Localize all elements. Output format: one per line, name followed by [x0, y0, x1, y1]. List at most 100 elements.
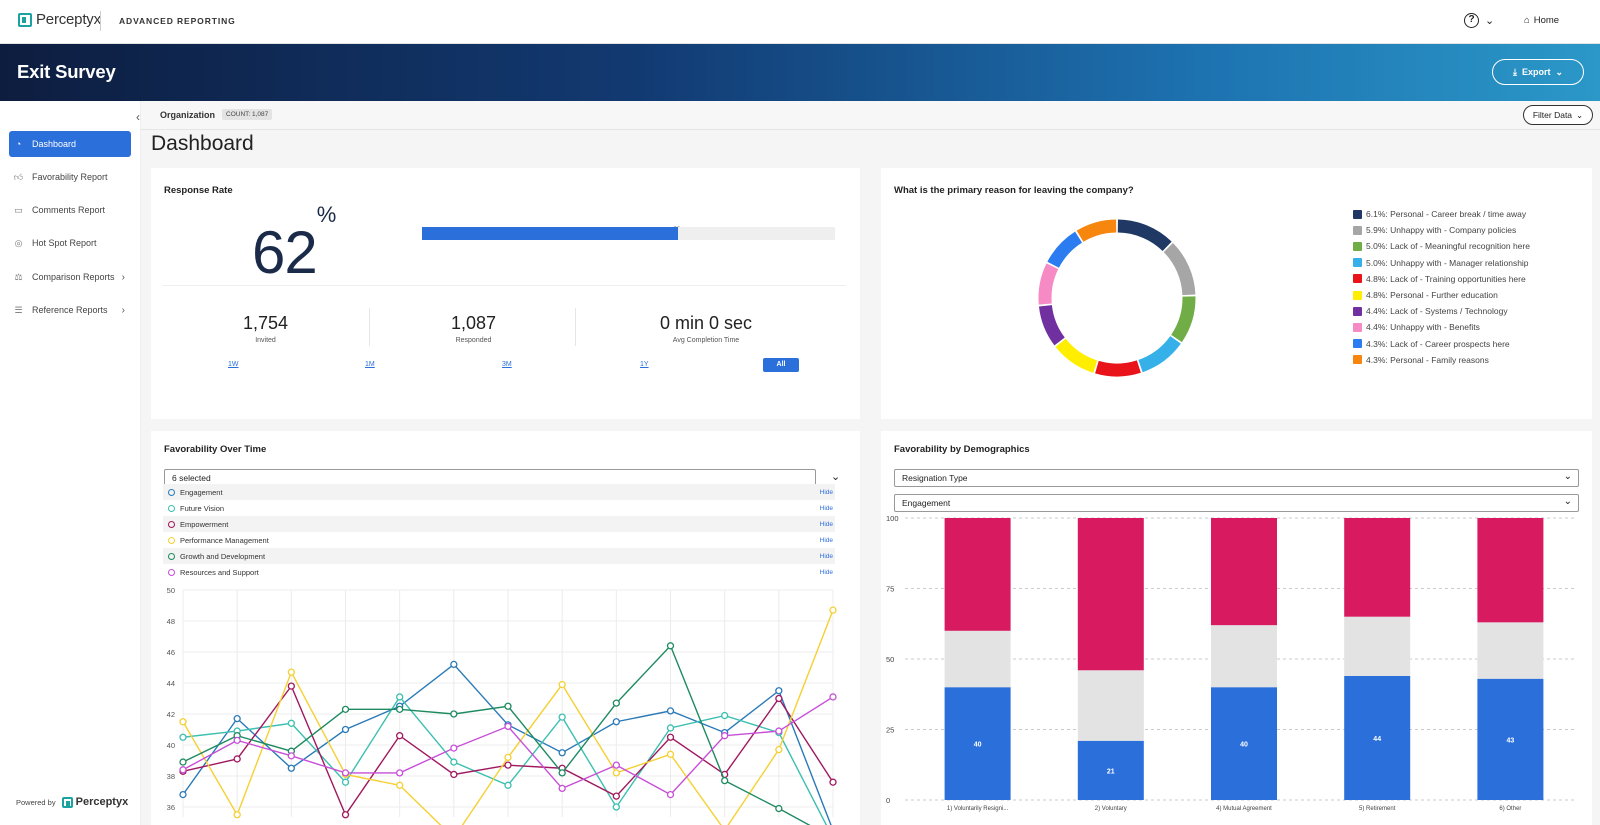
data-point[interactable] — [341, 769, 350, 777]
data-point[interactable] — [558, 713, 566, 721]
bar-segment[interactable] — [1077, 518, 1144, 671]
data-point[interactable] — [504, 781, 512, 789]
bar-segment[interactable] — [1211, 625, 1277, 688]
range-3m[interactable]: 3M — [502, 361, 512, 368]
data-point[interactable] — [450, 710, 458, 718]
bar-segment[interactable] — [1477, 678, 1544, 800]
data-point[interactable] — [396, 781, 404, 789]
data-point[interactable] — [612, 792, 620, 800]
sidebar-item-comments-report[interactable]: ▭ Comments Report — [9, 197, 131, 223]
sidebar-item-reference-reports[interactable]: ☰ Reference Reports › — [9, 297, 131, 323]
data-point[interactable] — [341, 778, 350, 786]
data-point[interactable] — [179, 758, 187, 766]
category-select[interactable]: Engagement ⌄ — [894, 494, 1579, 512]
data-point[interactable] — [829, 778, 837, 786]
data-point[interactable] — [612, 699, 620, 707]
demographic-select[interactable]: Resignation Type ⌄ — [894, 469, 1579, 487]
data-point[interactable] — [666, 733, 675, 741]
data-point[interactable] — [341, 705, 350, 713]
data-point[interactable] — [287, 682, 295, 690]
range-1m[interactable]: 1M — [365, 361, 375, 368]
data-point[interactable] — [287, 764, 295, 772]
data-point[interactable] — [775, 745, 783, 754]
data-point[interactable] — [721, 776, 729, 785]
chevron-down-icon[interactable]: ⌄ — [831, 471, 841, 483]
data-point[interactable] — [450, 744, 458, 752]
data-point[interactable] — [775, 804, 783, 813]
data-point[interactable] — [287, 752, 295, 760]
data-point[interactable] — [396, 769, 404, 777]
data-point[interactable] — [504, 753, 512, 762]
data-point[interactable] — [558, 769, 566, 777]
data-point[interactable] — [179, 790, 187, 799]
bar-segment[interactable] — [1077, 670, 1144, 741]
donut-slice[interactable] — [1076, 219, 1117, 242]
perceptyx-logo[interactable]: Perceptyx — [18, 11, 101, 28]
data-point[interactable] — [829, 693, 837, 701]
data-point[interactable] — [666, 724, 675, 732]
donut-slice[interactable] — [1047, 231, 1083, 268]
data-point[interactable] — [775, 687, 783, 695]
donut-slice[interactable] — [1095, 360, 1141, 377]
sidebar-item-comparison-reports[interactable]: ⚖ Comparison Reports › — [9, 264, 131, 290]
hide-series-button[interactable]: Hide — [819, 536, 833, 544]
data-point[interactable] — [179, 766, 187, 774]
donut-slice[interactable] — [1038, 263, 1059, 305]
hide-series-button[interactable]: Hide — [819, 552, 833, 560]
data-point[interactable] — [775, 694, 783, 703]
data-point[interactable] — [721, 711, 729, 720]
data-point[interactable] — [179, 733, 187, 741]
bar-segment[interactable] — [1211, 687, 1277, 800]
sidebar-item-hot-spot-report[interactable]: ◎ Hot Spot Report — [9, 230, 131, 256]
help-menu[interactable]: ? ⌄ — [1464, 13, 1494, 28]
donut-slice[interactable] — [1038, 305, 1065, 346]
data-point[interactable] — [233, 714, 241, 723]
data-point[interactable] — [233, 811, 241, 819]
hide-series-button[interactable]: Hide — [819, 504, 833, 512]
data-point[interactable] — [829, 606, 837, 614]
data-point[interactable] — [666, 642, 675, 650]
data-point[interactable] — [396, 705, 404, 713]
data-point[interactable] — [233, 736, 241, 745]
data-point[interactable] — [612, 769, 620, 777]
data-point[interactable] — [179, 718, 187, 726]
collapse-sidebar-icon[interactable]: ‹ — [136, 110, 140, 124]
filter-data-button[interactable]: Filter Data ⌄ — [1523, 105, 1593, 125]
data-point[interactable] — [612, 718, 620, 726]
range-1y[interactable]: 1Y — [640, 361, 649, 368]
data-point[interactable] — [450, 770, 458, 779]
data-point[interactable] — [287, 719, 295, 727]
data-point[interactable] — [775, 727, 783, 735]
donut-slice[interactable] — [1171, 296, 1196, 343]
data-point[interactable] — [504, 702, 512, 710]
data-point[interactable] — [504, 761, 512, 769]
data-point[interactable] — [396, 732, 404, 740]
data-point[interactable] — [666, 750, 675, 758]
sidebar-item-favorability-report[interactable]: 👍︎ Favorability Report — [9, 164, 131, 190]
data-point[interactable] — [721, 732, 729, 740]
sidebar-item-dashboard[interactable]: ◔ Dashboard — [9, 131, 131, 157]
data-point[interactable] — [450, 660, 458, 669]
data-point[interactable] — [558, 680, 566, 689]
bar-segment[interactable] — [1077, 740, 1144, 800]
data-point[interactable] — [558, 784, 566, 793]
bar-segment[interactable] — [944, 630, 1011, 688]
bar-segment[interactable] — [944, 518, 1011, 631]
hide-series-button[interactable]: Hide — [819, 488, 833, 496]
range-1w[interactable]: 1W — [228, 361, 239, 368]
data-point[interactable] — [612, 761, 620, 769]
data-point[interactable] — [558, 749, 566, 757]
data-point[interactable] — [396, 693, 404, 701]
bar-segment[interactable] — [1344, 675, 1411, 800]
bar-segment[interactable] — [1344, 518, 1411, 617]
data-point[interactable] — [612, 803, 620, 811]
data-point[interactable] — [341, 725, 350, 734]
data-point[interactable] — [341, 811, 350, 819]
bar-segment[interactable] — [1477, 518, 1544, 623]
donut-slice[interactable] — [1055, 338, 1098, 373]
data-point[interactable] — [287, 668, 295, 676]
donut-slice[interactable] — [1163, 242, 1196, 296]
donut-slice[interactable] — [1117, 219, 1172, 251]
home-link[interactable]: ⌂ Home — [1524, 15, 1559, 26]
bar-segment[interactable] — [1211, 518, 1277, 626]
